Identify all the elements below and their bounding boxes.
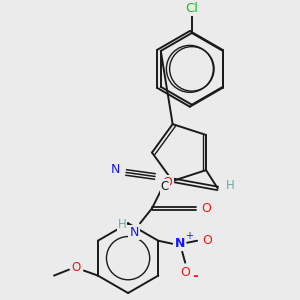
Text: C: C <box>161 180 169 193</box>
Text: O: O <box>163 176 172 190</box>
Text: H: H <box>118 218 127 231</box>
Text: N: N <box>110 163 120 176</box>
Text: O: O <box>201 202 211 215</box>
Text: N: N <box>129 226 139 239</box>
Text: O: O <box>202 234 212 247</box>
Text: O: O <box>180 266 190 279</box>
Text: O: O <box>71 261 81 274</box>
Text: N: N <box>175 237 185 250</box>
Text: +: + <box>185 231 193 241</box>
Text: -: - <box>192 268 198 283</box>
Text: H: H <box>226 179 235 192</box>
Text: Cl: Cl <box>185 2 198 15</box>
